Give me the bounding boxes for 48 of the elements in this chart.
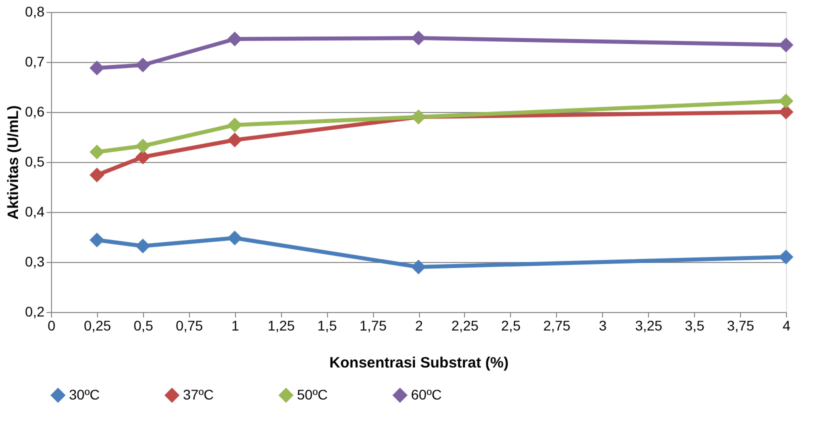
- legend-label: 37ºC: [183, 386, 214, 402]
- point: [411, 260, 426, 274]
- point: [227, 230, 242, 246]
- x-tick-label: 1,25: [268, 318, 296, 334]
- point: [778, 94, 794, 108]
- x-tick-label: 3: [598, 318, 607, 334]
- legend-label: 30ºC: [69, 386, 100, 402]
- x-tick-label: 4: [782, 318, 791, 334]
- y-tick-label: 0,7: [25, 54, 45, 70]
- y-tick-label: 0,6: [25, 104, 45, 120]
- point: [778, 38, 794, 52]
- x-tick-label: 1: [231, 318, 240, 334]
- point: [227, 32, 242, 46]
- x-tick-label: 2: [415, 318, 424, 334]
- x-tick-label: 2,25: [451, 318, 479, 334]
- point: [90, 168, 104, 182]
- point: [135, 138, 150, 154]
- point: [227, 132, 242, 148]
- x-tick-label: 3,75: [726, 318, 754, 334]
- point: [135, 238, 150, 254]
- x-tick-label: 0,5: [134, 318, 154, 334]
- x-tick-label: 1,75: [359, 318, 387, 334]
- y-tick-label: 0,8: [25, 4, 45, 20]
- legend-label: 60ºC: [411, 386, 442, 402]
- y-tick-label: 0,2: [25, 304, 45, 320]
- x-tick-label: 0: [48, 318, 56, 334]
- point: [778, 104, 794, 120]
- point: [90, 144, 104, 160]
- y-axis-title: Aktivitas (U/mL): [5, 105, 22, 220]
- x-tick-label: 1,5: [317, 318, 338, 334]
- point: [135, 150, 150, 164]
- x-tick-label: 0,25: [84, 318, 112, 334]
- x-tick-label: 3,25: [635, 318, 663, 334]
- point: [227, 118, 242, 132]
- point: [90, 232, 104, 248]
- x-axis-title: Konsentrasi Substrat (%): [329, 354, 509, 372]
- x-tick-label: 2,75: [543, 318, 571, 334]
- legend-label: 50ºC: [297, 386, 328, 402]
- point: [778, 250, 794, 264]
- y-tick-label: 0,3: [25, 254, 45, 270]
- y-tick-label: 0,5: [25, 154, 45, 170]
- y-tick-label: 0,4: [25, 204, 45, 220]
- point: [411, 30, 426, 46]
- x-tick-label: 3,5: [684, 318, 705, 334]
- point: [90, 60, 104, 76]
- x-tick-label: 0,75: [176, 318, 204, 334]
- point: [135, 58, 150, 72]
- x-tick-label: 2,5: [501, 318, 521, 334]
